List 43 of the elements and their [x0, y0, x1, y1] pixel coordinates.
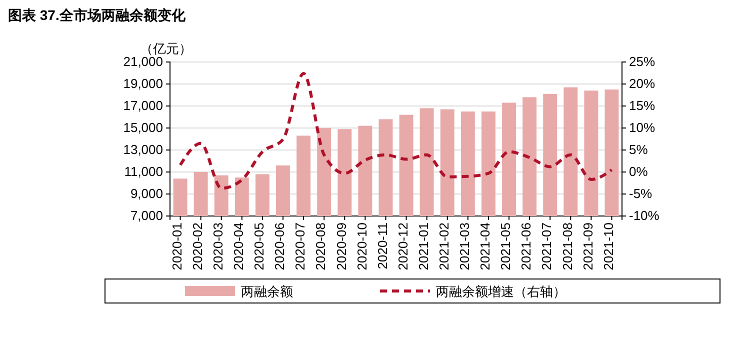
x-tick-label: 2021-01	[416, 222, 431, 270]
x-tick-label: 2020-02	[190, 222, 205, 270]
x-tick-label: 2021-07	[539, 222, 554, 270]
y-axis-title: （亿元）	[140, 41, 192, 56]
x-tick-label: 2021-08	[560, 222, 575, 270]
y-tick-label: 15,000	[123, 120, 163, 136]
y2-tick-label: -10%	[629, 208, 660, 224]
x-tick-label: 2020-01	[169, 222, 184, 270]
legend-label: 两融余额	[241, 284, 293, 299]
y2-tick-label: 25%	[629, 54, 656, 70]
x-tick-label: 2021-03	[457, 222, 472, 270]
y2-tick-label: 20%	[629, 76, 656, 92]
chart-title: 图表 37.全市场两融余额变化	[8, 7, 186, 23]
x-tick-label: 2021-10	[600, 222, 616, 270]
x-tick-label: 2020-03	[210, 222, 226, 270]
x-tick-label: 2021-04	[478, 222, 493, 270]
y2-tick-label: 5%	[629, 142, 648, 158]
y-tick-label: 17,000	[123, 98, 163, 114]
x-tick-label: 2020-10	[354, 222, 370, 270]
x-tick-label: 2020-11	[374, 222, 390, 270]
x-tick-label: 2021-02	[436, 222, 452, 270]
x-tick-label: 2021-06	[518, 222, 534, 270]
x-tick-label: 2020-12	[395, 222, 410, 270]
y2-tick-label: 10%	[629, 120, 656, 136]
y-tick-label: 13,000	[123, 142, 163, 158]
x-tick-label: 2021-05	[498, 222, 514, 270]
y-tick-label: 21,000	[123, 54, 163, 70]
x-tick-label: 2020-09	[334, 222, 349, 270]
x-tick-label: 2020-08	[313, 222, 328, 270]
line-series	[178, 72, 614, 190]
y2-tick-label: -5%	[629, 186, 653, 202]
y-tick-label: 9,000	[130, 186, 163, 202]
x-tick-label: 2021-09	[580, 222, 596, 270]
y-tick-label: 7,000	[130, 208, 163, 224]
x-tick-label: 2020-05	[252, 222, 267, 270]
x-tick-label: 2020-04	[231, 222, 246, 270]
y-tick-label: 11,000	[124, 164, 163, 180]
legend-label: 两融余额增速（右轴）	[436, 284, 566, 299]
x-tick-label: 2020-06	[272, 222, 288, 270]
y-tick-label: 19,000	[123, 76, 163, 92]
y2-tick-label: 0%	[629, 164, 648, 180]
y2-tick-label: 15%	[629, 98, 656, 114]
x-tick-label: 2020-07	[292, 222, 308, 270]
